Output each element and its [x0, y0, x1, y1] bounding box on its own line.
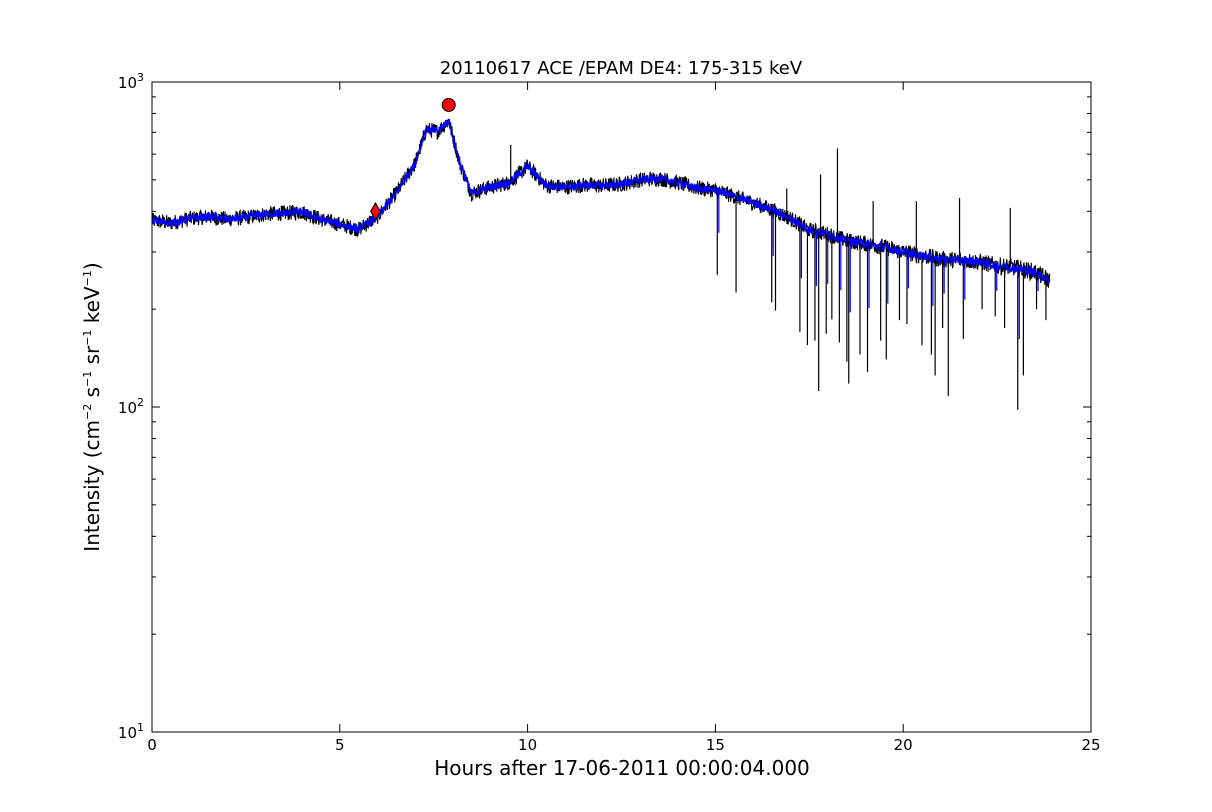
x-axis: 0 5 10 15 20 25	[147, 82, 1101, 754]
x-tick-label: 5	[335, 736, 345, 754]
y-tick-label: 101	[118, 721, 144, 742]
y-tick-label: 103	[118, 71, 144, 92]
x-tick-label: 10	[518, 736, 537, 754]
y-label-exp-4: −1	[81, 270, 94, 286]
y-axis-label: Intensity (cm−2 s−1 sr−1 keV−1)	[80, 262, 104, 551]
y-label-sr: sr	[80, 345, 104, 371]
onset-marker	[370, 201, 381, 221]
x-axis-label: Hours after 17-06-2011 00:00:04.000	[434, 756, 810, 780]
plot-background	[152, 82, 1091, 732]
y-label-suffix: )	[80, 262, 104, 270]
marker-layer	[370, 97, 456, 221]
plot-area	[152, 82, 1091, 732]
y-label-exp-3: −1	[81, 330, 94, 346]
x-tick-label: 25	[1081, 736, 1100, 754]
x-tick-label: 15	[706, 736, 725, 754]
y-label-s: s	[80, 387, 104, 404]
chart-title: 20110617 ACE /EPAM DE4: 175-315 keV	[440, 58, 803, 79]
series-line-2	[152, 118, 1051, 285]
y-tick-label: 102	[118, 396, 144, 417]
y-axis: 101 102 103	[118, 71, 1091, 742]
y-label-exp-2: −1	[81, 371, 94, 387]
y-label-exp-1: −2	[81, 404, 94, 420]
y-label-kev: keV	[80, 286, 104, 330]
series-layer	[152, 118, 1051, 410]
x-tick-label: 0	[147, 736, 157, 754]
peak-marker	[441, 97, 456, 112]
x-tick-label: 20	[894, 736, 913, 754]
y-label-prefix: Intensity (cm	[80, 420, 104, 552]
